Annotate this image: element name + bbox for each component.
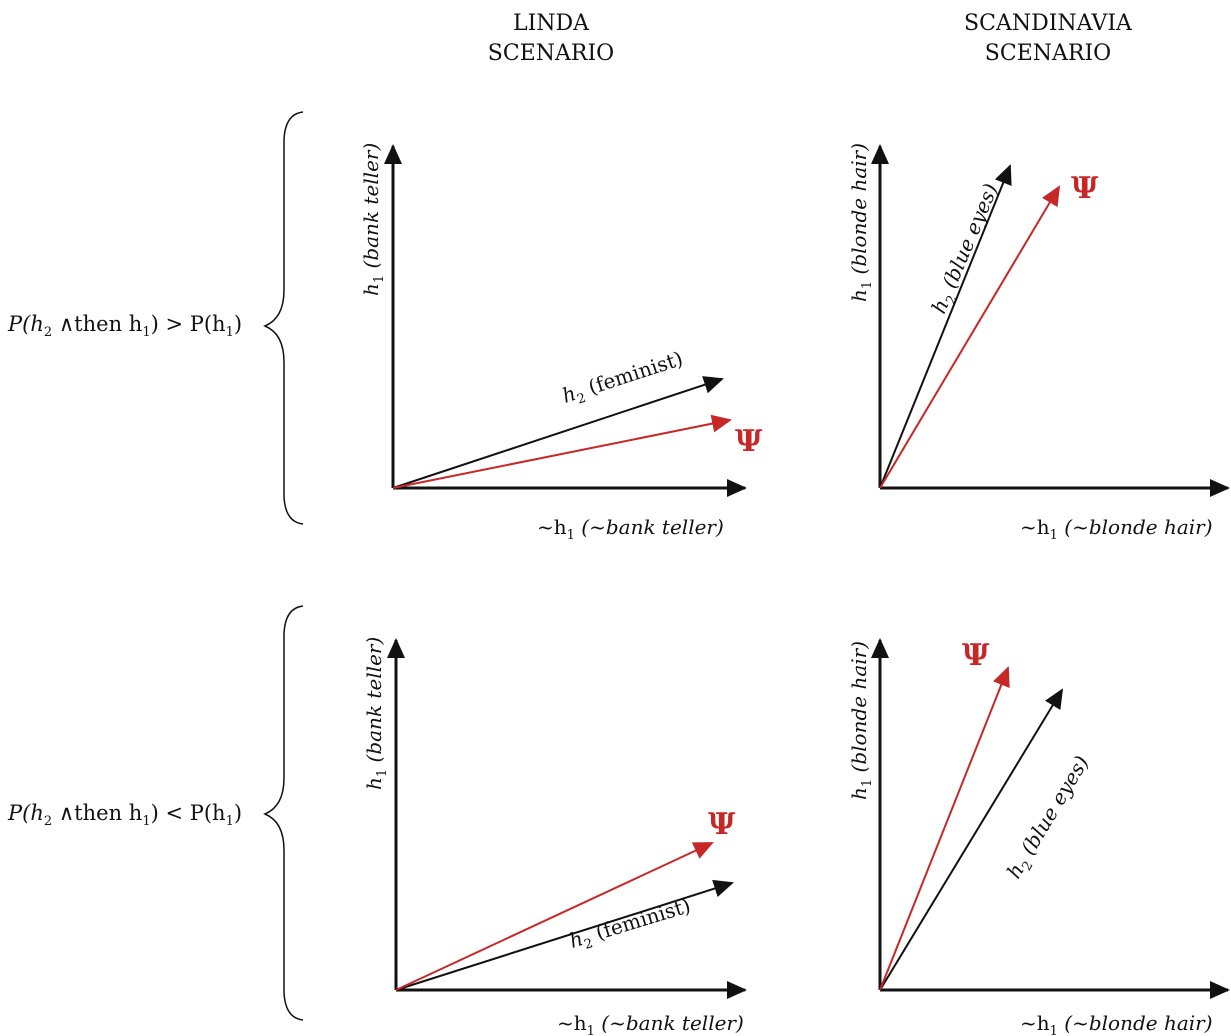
y-axis-label: h1 (bank teller) xyxy=(362,637,390,790)
h2-vector xyxy=(879,688,1064,991)
y-axis-label: h1 (blonde hair) xyxy=(847,641,875,800)
h2-vector-label: h2 (blue eyes) xyxy=(1002,751,1097,884)
h2-vector xyxy=(392,376,724,489)
panel-scandinavia-bottom: h1 (blonde hair) ~h1 (~blonde hair) h2 (… xyxy=(847,638,1230,1036)
h2-vector xyxy=(395,879,734,991)
psi-vector xyxy=(879,185,1061,489)
h2-vector-label: h2 (blue eyes) xyxy=(927,180,1007,319)
header-scandinavia-line1: SCANDINAVIA xyxy=(964,11,1133,36)
h2-vector xyxy=(879,164,1012,489)
psi-label: Ψ xyxy=(1071,171,1099,206)
h2-vector-label: h2 (feminist) xyxy=(559,346,687,411)
panel-linda-top: h1 (bank teller) ~h1 (~bank teller) h2 (… xyxy=(359,143,763,543)
condition-bottom: P(h2 ∧then h1) < P(h1) xyxy=(7,801,242,829)
psi-label: Ψ xyxy=(708,807,736,842)
psi-vector xyxy=(395,842,714,991)
psi-vector xyxy=(879,666,1010,991)
header-linda-line1: LINDA xyxy=(513,11,590,36)
header-linda-line2: SCENARIO xyxy=(488,41,614,66)
y-axis-label: h1 (blonde hair) xyxy=(847,143,875,302)
y-axis-label: h1 (bank teller) xyxy=(359,143,387,296)
header-scandinavia: SCANDINAVIA SCENARIO xyxy=(964,11,1133,66)
psi-vector xyxy=(392,414,732,489)
header-scandinavia-line2: SCENARIO xyxy=(985,41,1111,66)
brace-bottom xyxy=(263,605,304,1021)
condition-top: P(h2 ∧then h1) > P(h1) xyxy=(7,312,242,340)
psi-label: Ψ xyxy=(735,424,763,459)
panel-linda-bottom: h1 (bank teller) ~h1 (~bank teller) h2 (… xyxy=(362,637,747,1036)
psi-label: Ψ xyxy=(962,638,990,673)
panel-scandinavia-top: h1 (blonde hair) ~h1 (~blonde hair) h2 (… xyxy=(847,143,1230,543)
x-axis-label: ~h1 (~bank teller) xyxy=(557,1011,744,1036)
x-axis-label: ~h1 (~bank teller) xyxy=(537,515,724,543)
x-axis-label: ~h1 (~blonde hair) xyxy=(1020,1011,1213,1036)
header-linda: LINDA SCENARIO xyxy=(488,11,614,66)
brace-top xyxy=(263,111,304,525)
x-axis-label: ~h1 (~blonde hair) xyxy=(1020,515,1213,543)
